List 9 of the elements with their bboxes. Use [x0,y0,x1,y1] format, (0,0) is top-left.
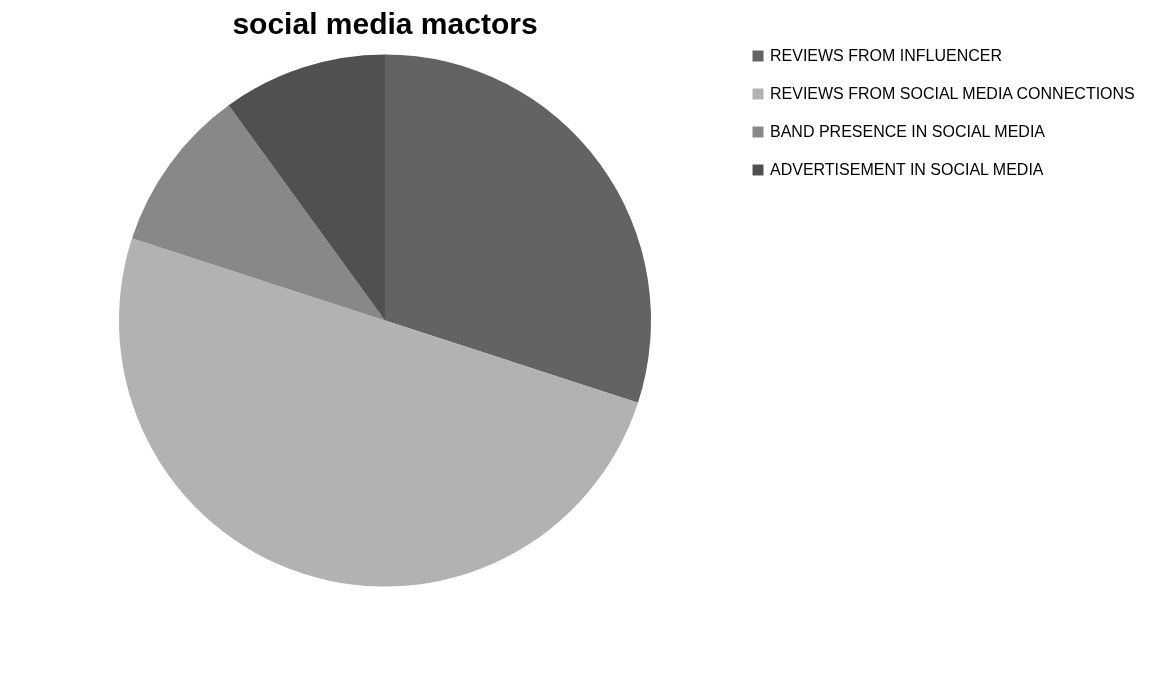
pie-slice [119,238,638,587]
legend-label: ADVERTISEMENT IN SOCIAL MEDIA [770,161,1044,178]
pie-slice [228,54,385,321]
legend-label: REVIEWS FROM SOCIAL MEDIA CONNECTIONS [770,85,1135,102]
pie-slice [132,105,385,321]
legend-label: BAND PRESENCE IN SOCIAL MEDIA [770,123,1046,140]
legend-label: REVIEWS FROM INFLUENCER [770,47,1003,64]
pie-slice [385,54,651,403]
chart-title: social media mactors [232,7,538,40]
